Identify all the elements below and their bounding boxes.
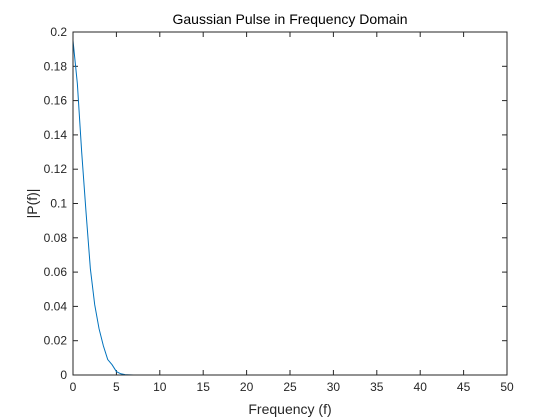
x-tick-label: 0 [70,380,77,394]
y-tick-label: 0.16 [44,94,68,108]
x-tick-label: 35 [370,380,384,394]
x-axis-label: Frequency (f) [248,401,331,417]
x-tick-label: 5 [113,380,120,394]
y-axis-label: |P(f)| [24,189,40,219]
y-tick-label: 0.18 [44,59,68,73]
y-tick-label: 0.08 [44,231,68,245]
y-tick-label: 0.2 [50,25,67,39]
y-tick-label: 0.12 [44,162,68,176]
x-tick-label: 30 [327,380,341,394]
x-tick-label: 10 [153,380,167,394]
y-tick-label: 0.02 [44,334,68,348]
ticks: 0 5 10 15 20 25 30 35 40 45 50 0 0.02 0.04 0.06 0.08 0.1… [44,25,514,394]
axes-box [72,31,508,376]
x-tick-label: 40 [414,380,428,394]
plot-area [73,32,507,375]
y-tick-label: 0.1 [50,197,67,211]
y-tick-label: 0 [60,368,67,382]
chart-title: Gaussian Pulse in Frequency Domain [172,11,407,27]
x-tick-label: 45 [457,380,471,394]
x-tick-label: 20 [240,380,254,394]
x-tick-label: 15 [197,380,211,394]
x-tick-label: 25 [283,380,297,394]
y-tick-label: 0.04 [44,299,68,313]
y-tick-label: 0.06 [44,265,68,279]
x-tick-label: 50 [500,380,514,394]
y-tick-label: 0.14 [44,128,68,142]
